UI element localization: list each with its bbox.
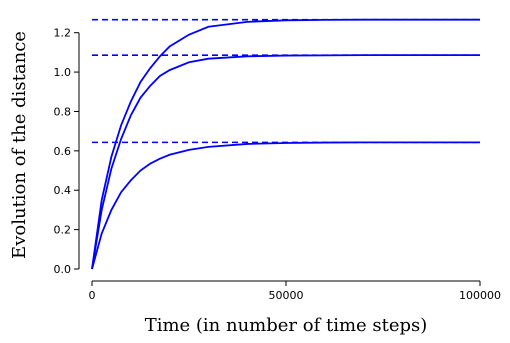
y-axis-title: Evolution of the distance xyxy=(9,31,30,259)
y-tick-label: 1.0 xyxy=(54,66,72,79)
series-line-1 xyxy=(91,54,480,270)
series-line-0 xyxy=(91,18,480,270)
x-tick-label: 100000 xyxy=(459,289,501,302)
x-tick-label: 50000 xyxy=(269,289,304,302)
y-tick-label: 0.4 xyxy=(54,184,72,197)
y-tick-label: 0.0 xyxy=(54,263,72,276)
y-tick-label: 1.2 xyxy=(54,27,72,40)
y-tick-label: 0.2 xyxy=(54,224,72,237)
series-line-2 xyxy=(91,141,480,270)
y-axis: 0.0 0.2 0.4 0.6 0.8 1.0 1.2 xyxy=(54,27,80,276)
y-tick-label: 0.6 xyxy=(54,145,72,158)
x-axis: 0 50000 100000 xyxy=(89,280,501,302)
x-tick-label: 0 xyxy=(89,289,96,302)
y-tick-label: 0.8 xyxy=(54,105,72,118)
x-axis-title: Time (in number of time steps) xyxy=(145,315,428,336)
plot-area xyxy=(91,18,480,270)
